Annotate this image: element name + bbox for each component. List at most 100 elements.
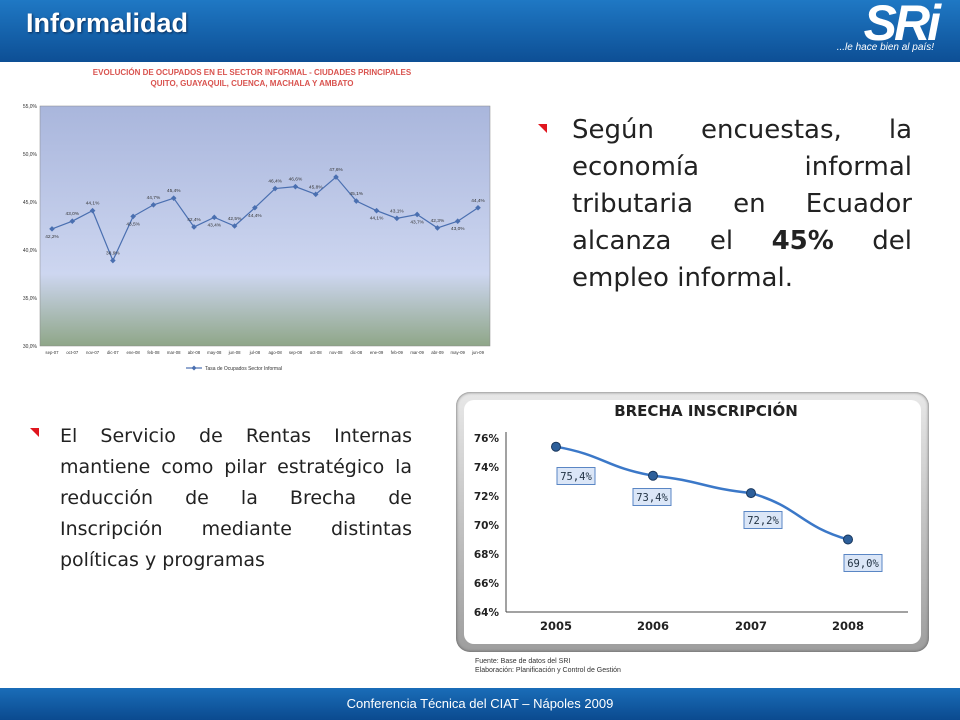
x-tick-label: oct-07: [66, 350, 79, 355]
x-tick-label: mar-09: [410, 350, 424, 355]
sri-strategy-paragraph: El Servicio de Rentas Internas mantiene …: [60, 425, 412, 571]
y-tick-label: 50,0%: [23, 152, 38, 158]
y-tick-label: 55,0%: [23, 104, 38, 110]
data-label: 42,3%: [431, 218, 445, 224]
x-tick-label: may-09: [451, 350, 466, 355]
x-tick-label: jul-08: [249, 350, 261, 355]
data-label: 75,4%: [560, 471, 592, 483]
x-tick-label: dic-07: [107, 350, 119, 355]
informal-sector-chart: EVOLUCIÓN DE OCUPADOS EN EL SECTOR INFOR…: [23, 68, 491, 372]
data-label: 46,4%: [268, 179, 282, 185]
y-tick-label: 30,0%: [23, 344, 38, 350]
legend-label: Tasa de Ocupados Sector Informal: [205, 366, 282, 372]
data-label: 45,8%: [309, 184, 323, 190]
data-point: [414, 211, 420, 218]
data-point: [648, 470, 658, 481]
data-point: [272, 185, 278, 192]
y-tick-label: 72%: [474, 491, 500, 503]
data-label: 42,2%: [45, 234, 59, 240]
x-tick-label: feb-09: [391, 350, 404, 355]
logo-text: SRi: [863, 0, 941, 51]
y-tick-label: 45,0%: [23, 200, 38, 206]
data-point: [191, 224, 197, 230]
data-point: [373, 207, 380, 214]
data-label: 42,4%: [187, 217, 201, 223]
data-label: 43,4%: [207, 222, 221, 228]
data-point: [150, 202, 157, 208]
x-tick-label: jun-09: [471, 350, 485, 355]
data-point: [211, 214, 218, 221]
y-tick-label: 74%: [474, 462, 500, 474]
data-label: 73,4%: [636, 492, 668, 504]
y-tick-label: 66%: [474, 578, 500, 590]
source-line: Fuente: Base de datos del SRI: [475, 658, 571, 665]
data-point: [231, 223, 238, 229]
x-tick-label: 2006: [637, 619, 669, 633]
x-tick-label: sep-07: [45, 350, 59, 355]
data-point: [49, 226, 55, 232]
chart-subtitle: QUITO, GUAYAQUIL, CUENCA, MACHALA Y AMBA…: [151, 79, 354, 88]
data-label: 44,4%: [248, 213, 262, 219]
x-tick-label: nov-07: [86, 350, 100, 355]
data-label: 47,6%: [329, 167, 343, 173]
x-tick-label: abr-09: [431, 350, 444, 355]
data-label: 46,6%: [289, 177, 303, 183]
data-label-box: [556, 467, 596, 485]
elaboration-line: Elaboración: Planificación y Control de …: [475, 667, 621, 674]
x-tick-label: oct-08: [310, 350, 323, 355]
data-label: 44,7%: [147, 195, 161, 201]
y-tick-label: 64%: [474, 607, 500, 619]
data-label-box: [843, 554, 883, 572]
y-tick-label: 70%: [474, 520, 500, 532]
x-tick-label: mar-08: [167, 350, 181, 355]
x-tick-label: feb-08: [147, 350, 160, 355]
footer-bar: Conferencia Técnica del CIAT – Nápoles 2…: [0, 688, 960, 720]
data-point: [454, 218, 461, 224]
series-line: [555, 445, 849, 541]
data-label: 42,5%: [228, 216, 242, 222]
paragraph1-post: del empleo informal.: [572, 226, 912, 293]
paragraph1-bold: 45%: [771, 226, 834, 256]
y-tick-label: 35,0%: [23, 296, 38, 302]
data-label: 72,2%: [747, 515, 779, 527]
x-tick-label: dic-08: [350, 350, 362, 355]
x-tick-label: ene-09: [370, 350, 384, 355]
data-point: [312, 191, 319, 198]
y-tick-label: 40,0%: [23, 248, 38, 254]
data-label: 43,1%: [390, 208, 404, 214]
x-tick-label: 2007: [735, 619, 767, 633]
x-tick-label: ago-08: [268, 350, 282, 355]
chart-background: [464, 400, 921, 644]
x-tick-label: nov-08: [329, 350, 343, 355]
data-label-box: [743, 511, 783, 529]
informal-economy-paragraph: Según encuestas, la economía informal tr…: [572, 112, 912, 297]
x-tick-label: sep-08: [289, 350, 303, 355]
data-label-box: [632, 488, 672, 506]
sri-logo: SRi ...le hace bien al país!: [828, 0, 941, 58]
data-label: 38,9%: [106, 251, 120, 257]
source-note: Fuente: Base de datos del SRI Elaboració…: [475, 657, 621, 675]
data-label: 43,0%: [451, 226, 465, 232]
data-point: [353, 198, 360, 204]
brecha-inscripcion-chart: BRECHA INSCRIPCIÓN 64% 66% 68% 70% 72% 74% 76% 2…: [464, 400, 921, 644]
slide-title: Informalidad: [26, 8, 189, 38]
data-point: [475, 204, 481, 211]
chart-title: BRECHA INSCRIPCIÓN: [614, 401, 798, 420]
x-tick-label: jun-08: [228, 350, 242, 355]
data-label: 43,5%: [126, 221, 140, 227]
data-point: [843, 534, 853, 545]
data-point: [170, 195, 177, 201]
brecha-chart-frame: BRECHA INSCRIPCIÓN 64% 66% 68% 70% 72% 74% 76% 2…: [456, 392, 929, 652]
x-tick-label: 2008: [832, 619, 864, 633]
data-label: 45,1%: [349, 191, 363, 197]
x-tick-label: ene-08: [126, 350, 140, 355]
logo-tagline: ...le hace bien al país!: [836, 42, 934, 53]
bullet-icon: [30, 428, 39, 437]
data-point: [746, 488, 756, 499]
data-point: [252, 204, 258, 211]
data-label: 45,4%: [167, 188, 181, 194]
x-tick-label: may-08: [207, 350, 222, 355]
data-point: [551, 441, 561, 452]
chart-title: EVOLUCIÓN DE OCUPADOS EN EL SECTOR INFOR…: [93, 68, 412, 77]
x-tick-label: abr-08: [188, 350, 201, 355]
